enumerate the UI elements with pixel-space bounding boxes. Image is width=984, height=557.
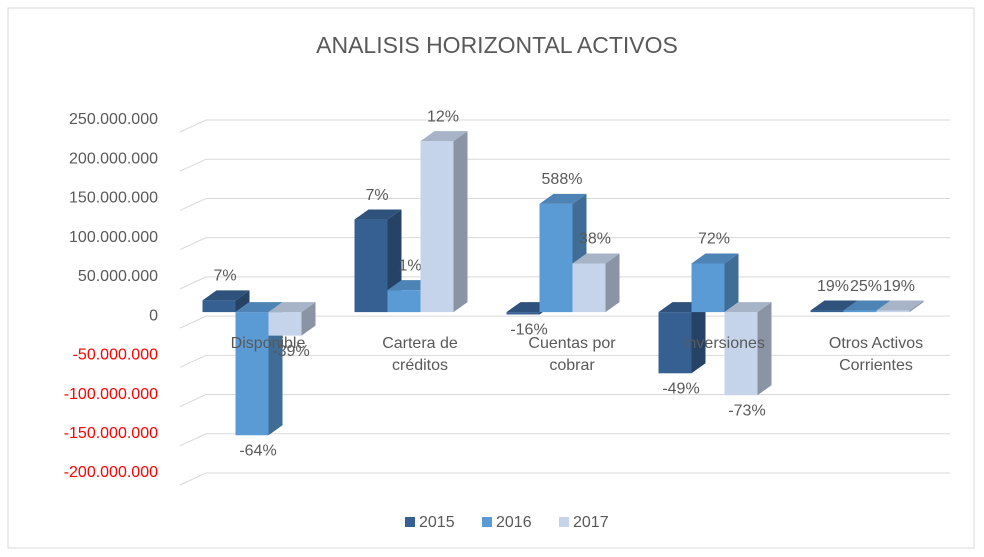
bar-side [301, 302, 316, 336]
bar [724, 302, 772, 396]
bar-top [876, 300, 924, 311]
legend-swatch [482, 517, 492, 527]
bar-top [724, 302, 772, 313]
x-tick-label: Inversiones [683, 335, 765, 353]
y-tick-label: 250.000.000 [69, 111, 158, 128]
bar-side [724, 253, 739, 313]
y-tick-label: -100.000.000 [64, 386, 158, 403]
x-tick-label: Cartera de créditos [382, 335, 458, 375]
data-label: 72% [698, 231, 730, 248]
bar-front [506, 312, 540, 315]
bar [691, 253, 739, 313]
y-tick-label: 50.000.000 [78, 268, 158, 285]
bar-front [539, 203, 573, 313]
bar-top [420, 131, 468, 142]
bar-front [354, 219, 388, 313]
data-label: -49% [662, 381, 699, 398]
bar [420, 131, 468, 313]
y-tick-label: -50.000.000 [73, 347, 159, 364]
data-label: -39% [272, 343, 309, 360]
bar-front [810, 310, 844, 313]
data-label: -16% [510, 322, 547, 339]
data-label: 25% [850, 278, 882, 295]
grid-line [179, 394, 950, 408]
bar-top [235, 302, 283, 313]
y-tick-label: -150.000.000 [64, 425, 158, 442]
legend-swatch [405, 517, 415, 527]
bar-side [605, 253, 620, 313]
legend-label: 2015 [419, 514, 455, 531]
grid-line [179, 119, 950, 133]
bar-side [757, 302, 772, 396]
chart-title: ANALISIS HORIZONTAL ACTIVOS [316, 32, 678, 58]
bar-front [268, 312, 302, 336]
data-label: 12% [427, 108, 459, 125]
bar-top [354, 209, 402, 220]
bar-side [691, 302, 706, 374]
grid-line [179, 158, 950, 172]
bar-front [202, 300, 236, 313]
data-label: 588% [542, 171, 583, 188]
bar-front [420, 141, 454, 313]
legend-label: 2017 [573, 514, 609, 531]
bar-side [235, 290, 250, 313]
data-label: 1% [398, 257, 421, 274]
bar-front [658, 312, 692, 374]
bar-top [810, 300, 858, 311]
bar-top [539, 193, 587, 204]
bar-front [876, 310, 910, 313]
x-tick-label: Cuentas por cobrar [528, 335, 616, 375]
data-label: 19% [817, 278, 849, 295]
bar-front [387, 290, 421, 313]
y-tick-label: -200.000.000 [64, 464, 158, 481]
bar-front [843, 310, 877, 313]
bar [202, 290, 250, 313]
data-label: 7% [365, 187, 388, 204]
bar-front [572, 263, 606, 313]
bar-front [691, 263, 725, 313]
grid-line [179, 433, 950, 447]
x-tick-label: Otros Activos Corrientes [828, 335, 924, 375]
bar-top [843, 300, 891, 311]
bar-front [235, 312, 269, 436]
chart-border [7, 7, 975, 549]
bar [268, 302, 316, 336]
x-tick-label: Disponible [230, 335, 306, 353]
bar-top [202, 290, 250, 301]
data-label: 7% [213, 268, 236, 285]
grid-line [179, 237, 950, 251]
legend-swatch [559, 517, 569, 527]
data-label: 19% [883, 278, 915, 295]
bar [876, 300, 924, 313]
bar-side [909, 300, 924, 313]
bar-side [453, 131, 468, 313]
data-label: -64% [239, 442, 276, 459]
data-label: 38% [579, 231, 611, 248]
y-tick-label: 0 [149, 307, 158, 324]
y-tick-label: 200.000.000 [69, 150, 158, 167]
grid-line [179, 197, 950, 211]
bar-top [691, 253, 739, 264]
grid-line [179, 472, 950, 486]
y-tick-label: 100.000.000 [69, 229, 158, 246]
bar-front [724, 312, 758, 396]
data-label: -73% [728, 402, 765, 419]
bar-top [572, 253, 620, 264]
bar [572, 253, 620, 313]
y-tick-label: 150.000.000 [69, 190, 158, 207]
bar-top [268, 302, 316, 313]
legend-label: 2016 [496, 514, 532, 531]
